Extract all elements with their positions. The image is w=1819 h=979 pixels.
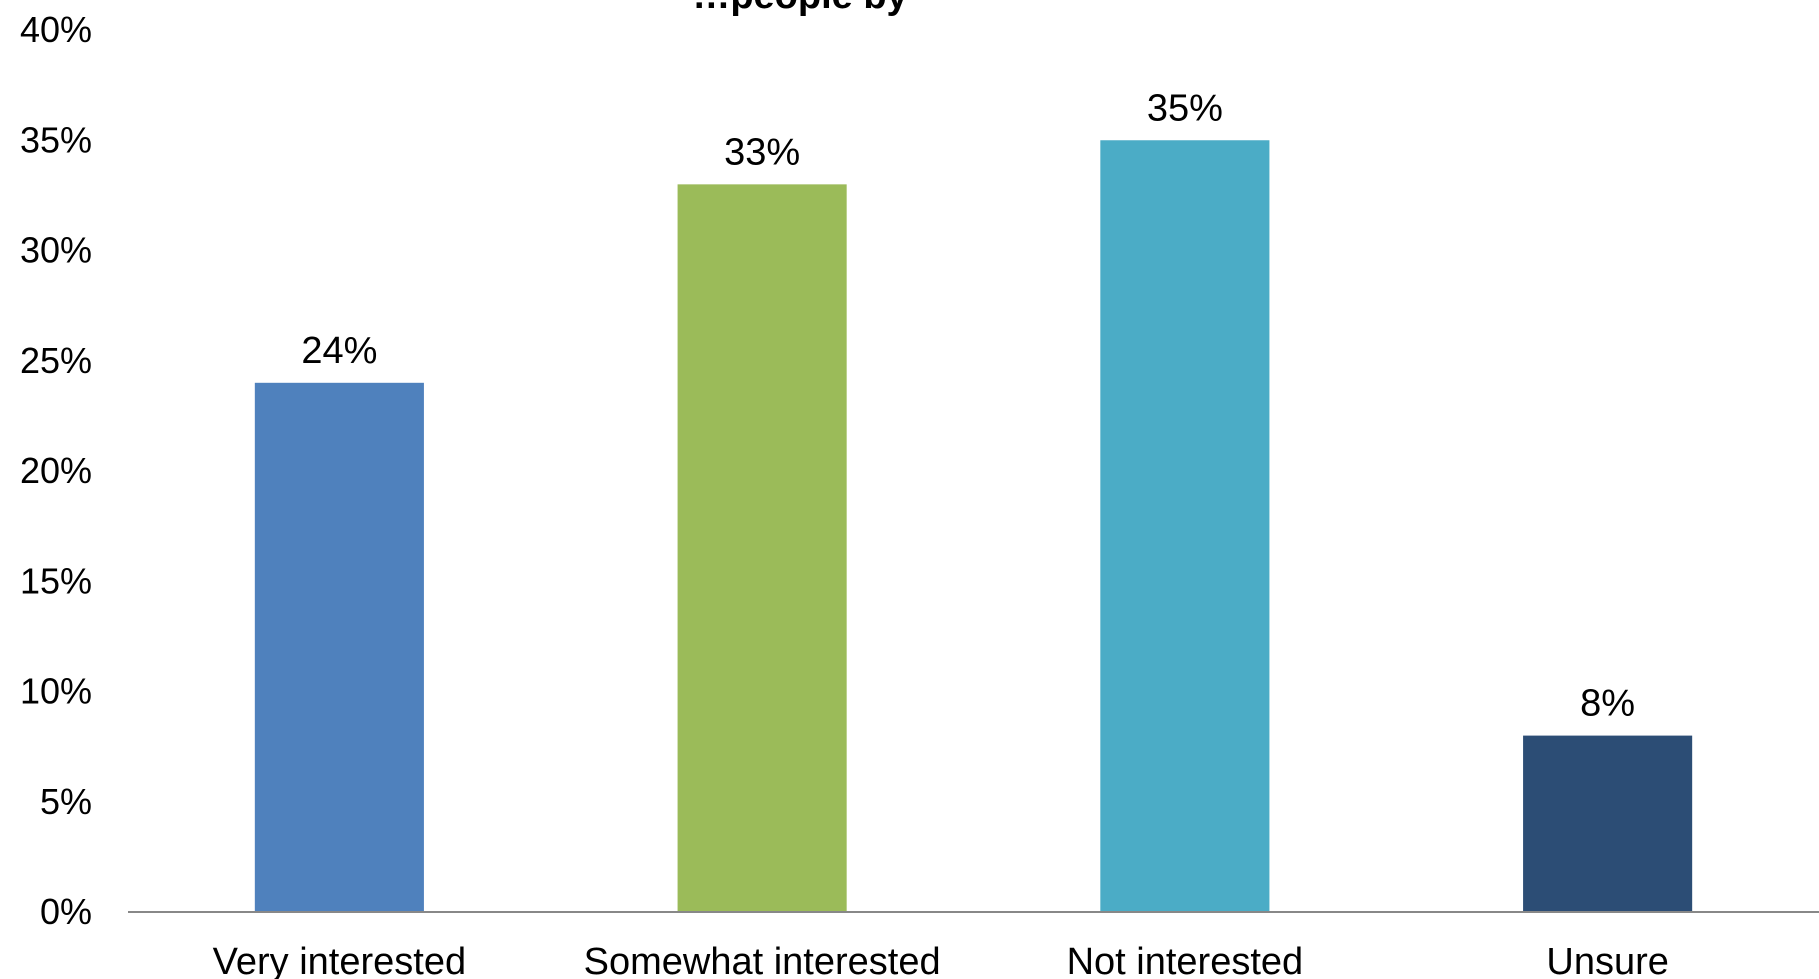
- y-tick-label: 20%: [20, 450, 92, 491]
- data-label: 33%: [724, 131, 800, 173]
- category-label: Not interested: [1067, 941, 1304, 979]
- y-tick-label: 0%: [40, 891, 92, 932]
- data-label: 8%: [1580, 683, 1635, 725]
- chart-title: …people by: [692, 0, 907, 17]
- y-tick-label: 10%: [20, 671, 92, 712]
- bar: [678, 184, 847, 912]
- y-tick-label: 35%: [20, 119, 92, 160]
- bar: [255, 383, 424, 912]
- y-tick-label: 5%: [40, 781, 92, 822]
- y-tick-label: 40%: [20, 9, 92, 50]
- category-label: Somewhat interested: [584, 941, 941, 979]
- y-axis: 0% 5% 10% 15% 20% 25% 30% 35% 40%: [20, 9, 92, 932]
- x-axis: Very interested Somewhat interested Not in…: [213, 941, 1669, 979]
- y-tick-label: 30%: [20, 230, 92, 271]
- bar: [1100, 140, 1269, 912]
- bar: [1523, 736, 1692, 912]
- bars: [255, 140, 1692, 912]
- data-labels: 24% 33% 35% 8%: [301, 87, 1635, 724]
- category-label: Very interested: [213, 941, 466, 979]
- category-label: Unsure: [1546, 941, 1669, 979]
- data-label: 35%: [1147, 87, 1223, 129]
- data-label: 24%: [301, 330, 377, 372]
- y-tick-label: 25%: [20, 340, 92, 381]
- y-tick-label: 15%: [20, 560, 92, 601]
